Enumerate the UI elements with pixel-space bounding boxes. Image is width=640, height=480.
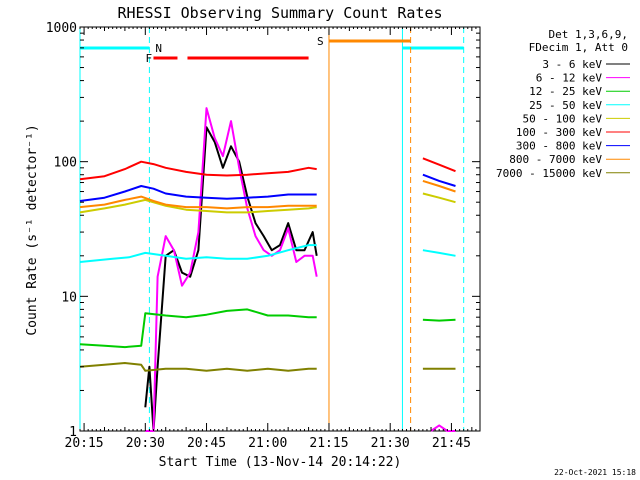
legend-label: 7000 - 15000 keV bbox=[496, 167, 602, 180]
series-line bbox=[79, 308, 317, 349]
x-axis-label: Start Time (13-Nov-14 20:14:22) bbox=[159, 455, 402, 470]
band-layer: NF S bbox=[79, 27, 465, 431]
legend-label: 25 - 50 keV bbox=[529, 99, 602, 112]
series-line bbox=[422, 179, 456, 193]
series-line bbox=[79, 195, 317, 210]
series-line bbox=[422, 318, 456, 322]
x-tick-label: 20:30 bbox=[126, 436, 165, 451]
mode-flag-label: S bbox=[317, 35, 324, 48]
y-tick-label: 10 bbox=[61, 290, 77, 305]
legend-label: 3 - 6 keV bbox=[542, 58, 602, 71]
series-line bbox=[79, 244, 317, 263]
x-tick-label: 20:45 bbox=[187, 436, 226, 451]
legend-label: 300 - 800 keV bbox=[516, 140, 602, 153]
series-line bbox=[422, 173, 456, 187]
y-tick-label: 100 bbox=[54, 156, 77, 171]
legend-header-line-2: FDecim 1, Att 0 bbox=[529, 41, 628, 54]
series-line bbox=[422, 249, 456, 257]
legend-label: 6 - 12 keV bbox=[536, 72, 603, 85]
legend-label: 800 - 7000 keV bbox=[509, 153, 602, 166]
y-axis-label: Count Rate (s⁻¹ detector⁻¹) bbox=[25, 124, 40, 335]
x-tick-label: 21:30 bbox=[371, 436, 410, 451]
legend-label: 100 - 300 keV bbox=[516, 126, 602, 139]
x-tick-label: 21:00 bbox=[248, 436, 287, 451]
y-tick-label: 1 bbox=[69, 425, 77, 440]
x-tick-label: 20:15 bbox=[65, 436, 104, 451]
legend-label: 50 - 100 keV bbox=[523, 112, 603, 125]
series-line bbox=[145, 107, 318, 432]
timestamp: 22-Oct-2021 15:18 bbox=[554, 468, 636, 477]
mode-flag-label: N bbox=[155, 42, 162, 55]
series-line bbox=[422, 157, 456, 173]
series-line bbox=[79, 160, 317, 181]
series-line bbox=[422, 192, 456, 204]
x-tick-label: 21:45 bbox=[432, 436, 471, 451]
series-line bbox=[79, 362, 317, 372]
chart-title: RHESSI Observing Summary Count Rates bbox=[117, 4, 442, 22]
legend: Det 1,3,6,9, FDecim 1, Att 0 3 - 6 keV6 … bbox=[496, 28, 630, 180]
y-tick-label: 1000 bbox=[46, 21, 77, 36]
flare-flag-label: F bbox=[145, 52, 152, 65]
series-layer bbox=[79, 107, 456, 432]
series-line bbox=[144, 126, 318, 432]
legend-label: 12 - 25 keV bbox=[529, 85, 602, 98]
series-line bbox=[79, 198, 317, 214]
legend-header-line-1: Det 1,3,6,9, bbox=[549, 28, 628, 41]
axis-layer: 20:15 20:30 20:45 21:00 21:15 21:30 21:45 1 10 10… bbox=[46, 21, 481, 451]
x-tick-label: 21:15 bbox=[309, 436, 348, 451]
series-line bbox=[79, 185, 317, 202]
